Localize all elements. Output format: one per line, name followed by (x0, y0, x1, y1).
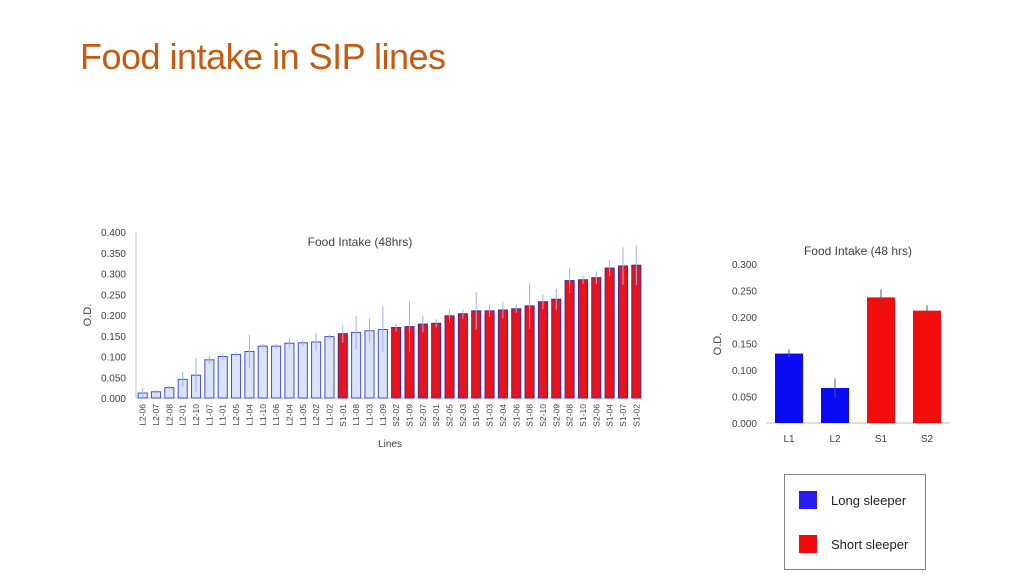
main-x-tick-label: L1-01 (218, 404, 228, 426)
main-bar (417, 323, 428, 399)
summary-x-tick-label: S1 (875, 434, 888, 445)
main-bar (457, 313, 468, 399)
main-y-tick-label: 0.350 (101, 249, 126, 260)
main-bar (284, 342, 295, 399)
main-x-axis-label: Lines (378, 439, 402, 450)
main-bar (497, 309, 508, 399)
main-x-tick-label: L1-04 (244, 404, 254, 426)
summary-bar (913, 310, 941, 423)
summary-bar (867, 297, 895, 423)
summary-y-tick-label: 0.250 (732, 287, 757, 298)
main-x-tick-label: S2-02 (391, 404, 401, 427)
slide-title: Food intake in SIP lines (80, 36, 446, 77)
summary-y-tick-label: 0.300 (732, 260, 757, 271)
summary-y-tick-label: 0.100 (732, 366, 757, 377)
main-bar (511, 308, 522, 399)
main-bar (577, 279, 588, 399)
main-y-tick-label: 0.250 (101, 290, 126, 301)
legend-swatch-short (799, 535, 817, 553)
main-x-tick-label: S1-10 (578, 404, 588, 427)
main-x-tick-label: S2-04 (498, 404, 508, 427)
main-x-tick-label: L2-02 (311, 404, 321, 426)
summary-x-tick-label: L1 (783, 434, 795, 445)
main-bar (617, 265, 629, 399)
main-bar (591, 277, 602, 399)
main-x-tick-label: S2-08 (565, 404, 575, 427)
main-x-tick-label: L2-08 (164, 404, 174, 426)
main-bar (564, 280, 575, 399)
main-x-tick-label: S1-09 (405, 404, 415, 427)
main-x-tick-label: S1-07 (618, 404, 628, 427)
main-y-tick-label: 0.050 (101, 373, 126, 384)
main-bar (551, 298, 562, 399)
main-x-tick-label: L1-09 (378, 404, 388, 426)
main-bar (217, 356, 228, 399)
main-x-tick-label: L2-05 (231, 404, 241, 426)
summary-x-tick-label: L2 (829, 434, 841, 445)
main-x-tick-label: S1-01 (338, 404, 348, 427)
main-x-tick-label: L2-04 (284, 404, 294, 426)
main-x-tick-label: L1-02 (324, 404, 334, 426)
main-x-tick-label: L1-08 (351, 404, 361, 426)
main-x-tick-label: L1-10 (258, 404, 268, 426)
main-bar (271, 345, 282, 399)
main-x-tick-label: S1-04 (605, 404, 615, 427)
main-bar (324, 336, 335, 399)
main-x-tick-label: S2-06 (591, 404, 601, 427)
main-x-tick-label: L2-06 (138, 404, 148, 426)
summary-y-tick-label: 0.150 (732, 340, 757, 351)
main-x-tick-label: S2-10 (538, 404, 548, 427)
main-x-tick-label: S1-06 (511, 404, 521, 427)
main-y-tick-label: 0.300 (101, 270, 126, 281)
main-x-tick-label: L2-07 (151, 404, 161, 426)
main-bar (537, 301, 548, 399)
main-y-tick-label: 0.400 (101, 228, 126, 239)
main-bar (391, 326, 402, 399)
main-y-tick-label: 0.200 (101, 311, 126, 322)
main-x-tick-label: L2-01 (178, 404, 188, 426)
summary-y-tick-label: 0.050 (732, 393, 757, 404)
legend-item-short-sleeper: Short sleeper (799, 535, 908, 553)
main-x-tick-label: S2-01 (431, 404, 441, 427)
summary-y-tick-label: 0.000 (732, 419, 757, 430)
main-x-tick-label: S2-09 (551, 404, 561, 427)
main-bar (337, 333, 348, 399)
main-bar (484, 310, 495, 399)
main-y-tick-label: 0.150 (101, 332, 126, 343)
main-bar (231, 353, 242, 399)
main-x-tick-label: S1-02 (631, 404, 641, 427)
main-y-tick-label: 0.100 (101, 353, 126, 364)
legend-label-long: Long sleeper (831, 492, 907, 508)
main-x-tick-label: L1-05 (298, 404, 308, 426)
summary-y-axis-label: O.D. (712, 333, 724, 356)
main-x-tick-label: S2-05 (445, 404, 455, 427)
main-x-tick-label: S2-03 (458, 404, 468, 427)
legend-item-long-sleeper: Long sleeper (799, 491, 906, 509)
summary-x-tick-label: S2 (921, 434, 934, 445)
main-x-tick-label: S1-08 (525, 404, 535, 427)
main-bar (431, 322, 442, 399)
summary-bar (775, 353, 803, 423)
main-x-tick-label: L1-07 (204, 404, 214, 426)
main-x-tick-label: L1-03 (364, 404, 374, 426)
main-chart-title: Food Intake (48hrs) (308, 235, 413, 249)
legend-label-short: Short sleeper (831, 536, 909, 552)
main-bar (604, 267, 615, 399)
main-x-tick-label: S1-05 (471, 404, 481, 427)
main-y-axis-label: O.D. (82, 304, 94, 327)
main-bar (444, 315, 455, 399)
main-x-tick-label: S1-03 (485, 404, 495, 427)
main-bar (297, 342, 308, 399)
main-x-tick-label: S2-07 (418, 404, 428, 427)
main-bar (204, 359, 215, 399)
main-x-tick-label: L2-10 (191, 404, 201, 426)
summary-y-tick-label: 0.200 (732, 313, 757, 324)
legend-swatch-long (799, 491, 817, 509)
legend-box: Long sleeper Short sleeper (784, 474, 926, 570)
main-y-tick-label: 0.000 (101, 394, 126, 405)
main-x-tick-label: L1-06 (271, 404, 281, 426)
main-bar (257, 345, 268, 399)
summary-chart-title: Food Intake (48 hrs) (804, 244, 912, 258)
